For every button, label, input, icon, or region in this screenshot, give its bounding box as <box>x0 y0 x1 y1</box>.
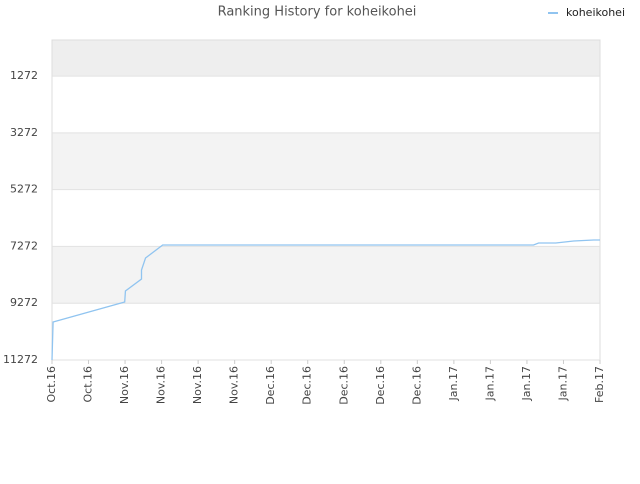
x-tick-label: Jan.17 <box>556 366 569 401</box>
x-tick-label: Nov.16 <box>155 366 168 404</box>
band <box>52 76 600 133</box>
y-tick-label: 9272 <box>10 296 38 309</box>
x-tick-label: Nov.16 <box>118 366 131 404</box>
y-tick-label: 1272 <box>10 69 38 82</box>
x-tick-label: Dec.16 <box>264 366 277 405</box>
band <box>52 132 600 190</box>
x-tick-label: Jan.17 <box>520 366 533 401</box>
legend-label: koheikohei <box>566 6 625 19</box>
x-tick-label: Nov.16 <box>228 366 241 404</box>
x-tick-label: Jan.17 <box>447 366 460 401</box>
chart-title: Ranking History for koheikohei <box>218 5 417 20</box>
x-tick-label: Nov.16 <box>191 366 204 404</box>
x-tick-label: Oct.16 <box>82 366 95 403</box>
x-tick-label: Oct.16 <box>45 366 58 403</box>
y-tick-label: 3272 <box>10 126 38 139</box>
x-tick-label: Dec.16 <box>301 366 314 405</box>
y-tick-label: 5272 <box>10 183 38 196</box>
x-tick-label: Dec.16 <box>410 366 423 405</box>
line <box>51 239 600 361</box>
y-tick-label: 11272 <box>3 353 38 366</box>
x-tick-label: Feb.17 <box>593 366 606 403</box>
x-tick-label: Dec.16 <box>337 366 350 405</box>
x-tick-label: Jan.17 <box>483 366 496 401</box>
band <box>52 189 600 247</box>
band <box>52 246 600 304</box>
x-tick-label: Dec.16 <box>374 366 387 405</box>
y-tick-label: 7272 <box>10 239 38 252</box>
band <box>52 40 600 77</box>
band <box>52 303 600 360</box>
